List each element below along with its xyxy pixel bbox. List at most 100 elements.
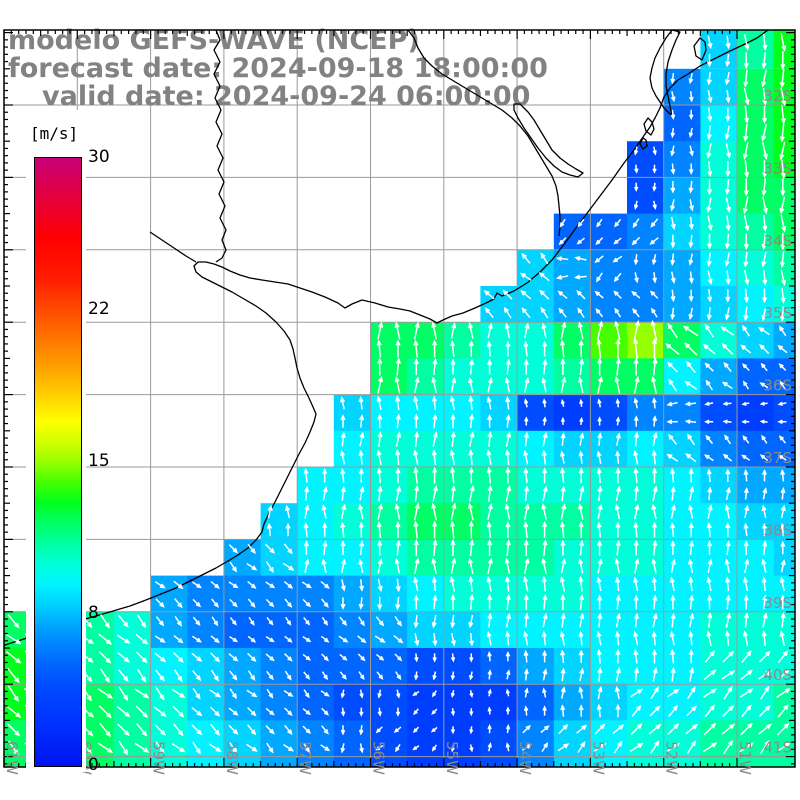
wind-arrow [542, 416, 547, 426]
wind-cell [553, 648, 591, 685]
wind-arrow [597, 416, 602, 426]
wind-arrow [629, 742, 644, 753]
wind-arrow [725, 143, 732, 159]
wind-cell [370, 322, 408, 359]
wind-arrow [688, 630, 694, 646]
wind-arrow [209, 689, 222, 698]
wind-cell [590, 430, 628, 468]
latlon-grid-layer [4, 30, 795, 767]
wind-arrow [98, 651, 112, 664]
wind-arrow [761, 124, 767, 142]
wind-cell [773, 141, 795, 178]
wind-arrow [229, 742, 238, 754]
wind-arrow [704, 419, 714, 424]
wind-arrow [615, 594, 621, 610]
wind-arrow [688, 91, 694, 103]
wind-cell [333, 394, 371, 432]
wind-arrow [725, 215, 731, 232]
wind-arrow [359, 707, 364, 717]
wind-arrow [376, 467, 382, 484]
wind-arrow [725, 35, 731, 50]
wind-arrow [376, 521, 382, 538]
wind-arrow [413, 539, 419, 556]
wind-arrow [612, 255, 623, 263]
wind-arrow [6, 723, 21, 737]
wind-arrow [523, 576, 529, 592]
wind-arrow [597, 557, 603, 574]
wind-arrow [519, 272, 532, 281]
wind-arrow [229, 598, 238, 608]
wind-arrow [282, 562, 295, 571]
wind-arrow [395, 395, 401, 411]
wind-arrow [780, 559, 786, 573]
wind-arrow [779, 251, 785, 269]
wind-arrow [487, 484, 493, 502]
wind-arrow [670, 199, 675, 212]
wind-arrow [413, 520, 419, 539]
wind-arrow [375, 653, 385, 661]
wind-arrow [505, 414, 511, 428]
wind-arrow [559, 467, 566, 484]
wind-arrow [412, 745, 420, 751]
wind-arrow [650, 218, 659, 228]
wind-arrow [359, 579, 365, 592]
wind-arrow [542, 649, 548, 663]
wind-arrow [780, 468, 786, 482]
wind-arrow [283, 581, 294, 589]
wind-arrow [597, 357, 603, 376]
wind-arrow [304, 504, 310, 519]
wind-arrow [153, 706, 167, 717]
wind-arrow [395, 413, 401, 429]
wind-arrow [630, 723, 643, 735]
wind-arrow [560, 704, 566, 717]
wind-cell [407, 611, 445, 649]
wind-arrow [210, 635, 220, 644]
wind-arrow [505, 706, 511, 715]
wind-arrow [613, 740, 623, 754]
wind-arrow [651, 449, 657, 465]
wind-arrow [688, 289, 694, 303]
wind-arrow [339, 616, 348, 626]
wind-arrow [248, 616, 255, 626]
wind-arrow [413, 614, 419, 629]
wind-arrow [541, 449, 547, 465]
wind-arrow [154, 723, 166, 736]
wind-arrow [450, 431, 456, 447]
wind-arrow [173, 635, 184, 644]
wind-arrow [579, 485, 585, 502]
wind-cell [553, 394, 591, 432]
wind-cell [773, 68, 795, 106]
wind-arrow [192, 616, 201, 626]
wind-arrow [652, 431, 658, 447]
wind-arrow [541, 557, 547, 575]
wind-arrow [191, 724, 203, 736]
wind-cell [553, 358, 591, 396]
wind-arrow [266, 670, 274, 681]
wind-arrow [467, 502, 474, 521]
wind-arrow [670, 485, 676, 501]
wind-cell [223, 575, 261, 613]
wind-arrow [761, 288, 768, 304]
wind-arrow [560, 594, 566, 610]
wind-arrow [725, 522, 731, 537]
wind-arrow [688, 73, 694, 85]
wind-cell [480, 394, 518, 432]
wind-arrow [652, 200, 657, 210]
wind-arrow [339, 671, 347, 680]
wind-arrow [192, 598, 202, 608]
wind-cell [407, 720, 445, 767]
wind-arrow [779, 630, 786, 646]
wind-arrow [689, 199, 695, 212]
wind-cell [773, 249, 795, 287]
wind-arrow [542, 398, 547, 408]
wind-arrow [743, 69, 749, 88]
wind-arrow [666, 453, 679, 462]
wind-arrow [652, 612, 658, 628]
wind-cell [663, 249, 701, 287]
wind-arrow [321, 558, 327, 574]
wind-arrow [432, 466, 438, 484]
wind-arrow [116, 706, 131, 718]
wind-arrow [450, 358, 456, 375]
wind-arrow [467, 322, 474, 339]
wind-arrow [135, 633, 149, 645]
